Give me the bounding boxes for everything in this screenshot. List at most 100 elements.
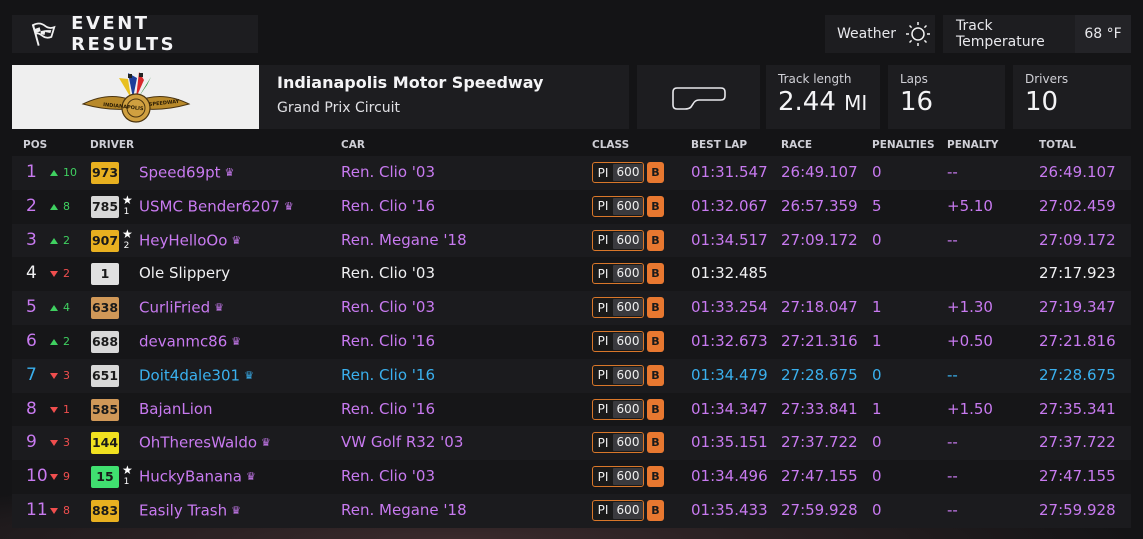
table-row[interactable]: 7 3 651 Doit4dale301 ♛ Ren. Clio '16 PI 600 B 01:… — [12, 358, 1131, 393]
driver-name[interactable]: Easily Trash ♛ — [139, 494, 241, 528]
column-race: RACE — [781, 139, 813, 151]
race-time: 27:18.047 — [781, 298, 858, 317]
penalties-count: 0 — [872, 467, 882, 486]
best-lap: 01:33.254 — [691, 298, 768, 317]
race-time: 27:28.675 — [781, 365, 858, 384]
total-time: 27:35.341 — [1039, 399, 1116, 418]
position-change: 2 — [50, 224, 70, 258]
driver-name[interactable]: Speed69pt ♛ — [139, 156, 234, 190]
car-name: Ren. Clio '16 — [341, 365, 435, 384]
driver-name[interactable]: USMC Bender6207 ♛ — [139, 190, 294, 224]
car-name: Ren. Megane '18 — [341, 230, 467, 249]
driver-name[interactable]: BajanLion — [139, 399, 213, 418]
crown-icon: ♛ — [231, 334, 242, 348]
penalty-time: +1.30 — [947, 298, 993, 317]
results-table-header: POS DRIVER CAR CLASS BEST LAP RACE PENAL… — [12, 136, 1131, 154]
table-row[interactable]: 9 3 144 OhTheresWaldo ♛ VW Golf R32 '03 PI 600 B… — [12, 426, 1131, 461]
crown-icon: ♛ — [244, 368, 254, 382]
position-change: 8 — [50, 494, 70, 528]
position-change: 4 — [50, 291, 70, 325]
track-logo: INDIANAPOLIS SPEEDWAY — [12, 65, 259, 129]
position-change: 10 — [50, 156, 77, 190]
driver-name[interactable]: Doit4dale301 ♛ — [139, 359, 254, 393]
penalty-time: -- — [947, 163, 958, 181]
driver-name[interactable]: HeyHelloOo ♛ — [139, 224, 241, 258]
position: 10 — [26, 466, 48, 487]
penalties-count: 1 — [872, 399, 882, 418]
driver-rating-badge: 688 — [91, 330, 119, 353]
position-change: 3 — [50, 359, 70, 393]
driver-name[interactable]: devanmc86 ♛ — [139, 325, 241, 359]
crown-icon: ♛ — [261, 436, 271, 450]
race-time: 26:57.359 — [781, 196, 858, 215]
race-time: 27:09.172 — [781, 230, 858, 249]
column-penalties: PENALTIES — [872, 139, 935, 151]
title-bar: EVENT RESULTS — [12, 13, 258, 55]
position-change: 2 — [50, 325, 70, 359]
total-time: 27:37.722 — [1039, 433, 1116, 452]
arrow-down-icon — [50, 372, 58, 379]
best-lap: 01:32.485 — [691, 264, 768, 283]
crown-icon: ♛ — [231, 233, 242, 247]
arrow-down-icon — [50, 406, 58, 413]
column-class: CLASS — [592, 139, 630, 151]
car-name: VW Golf R32 '03 — [341, 433, 464, 452]
penalty-time: +5.10 — [947, 196, 993, 215]
driver-name[interactable]: CurliFried ♛ — [139, 291, 224, 325]
car-name: Ren. Clio '16 — [341, 196, 435, 215]
table-row[interactable]: 6 2 688 devanmc86 ♛ Ren. Clio '16 PI 600 B 01:32.… — [12, 324, 1131, 359]
race-time: 27:37.722 — [781, 433, 858, 452]
table-row[interactable]: 11 8 883 Easily Trash ♛ Ren. Megane '18 PI 600 B… — [12, 493, 1131, 528]
column-car: CAR — [341, 139, 365, 151]
table-row[interactable]: 5 4 638 CurliFried ♛ Ren. Clio '03 PI 600 B 01:33… — [12, 291, 1131, 325]
driver-rating-badge: 15 — [91, 466, 119, 489]
best-lap: 01:35.433 — [691, 500, 768, 519]
race-time: 27:59.928 — [781, 500, 858, 519]
penalty-time: +1.50 — [947, 399, 993, 418]
position: 5 — [26, 297, 37, 318]
column-penalty: PENALTY — [947, 139, 999, 151]
driver-rating-badge: 144 — [91, 432, 119, 455]
driver-rating-badge: 585 — [91, 398, 119, 421]
track-temperature-value: 68 °F — [1075, 15, 1131, 53]
table-row[interactable]: 1 10 973 Speed69pt ♛ Ren. Clio '03 PI 600 B 01:31… — [12, 156, 1131, 190]
drivers-value: 10 — [1025, 87, 1059, 117]
table-row[interactable]: 10 9 15 ★ 1 HuckyBanana ♛ Ren. Clio '03 PI 600 B 01… — [12, 460, 1131, 494]
table-row[interactable]: 8 1 585 BajanLion Ren. Clio '16 PI 600 B 01:34.3… — [12, 392, 1131, 427]
star-rank: ★ 1 — [122, 463, 133, 488]
penalties-count: 1 — [872, 298, 882, 317]
table-row[interactable]: 4 2 1 Ole Slippery Ren. Clio '03 PI 600 B 01:32.… — [12, 257, 1131, 292]
driver-name[interactable]: HuckyBanana ♛ — [139, 460, 256, 494]
driver-rating-badge: 883 — [91, 499, 119, 522]
crown-icon: ♛ — [231, 503, 241, 517]
driver-name[interactable]: OhTheresWaldo ♛ — [139, 426, 271, 460]
best-lap: 01:34.479 — [691, 365, 768, 384]
position: 8 — [26, 398, 37, 419]
weather-label: Weather — [837, 26, 896, 42]
total-time: 27:21.816 — [1039, 331, 1116, 350]
car-name: Ren. Clio '03 — [341, 467, 435, 486]
best-lap: 01:34.496 — [691, 467, 768, 486]
table-row[interactable]: 3 2 907 ★ 2 HeyHelloOo ♛ Ren. Megane '18 PI 600 B 0… — [12, 223, 1131, 258]
column-total: TOTAL — [1039, 139, 1077, 151]
driver-rating-badge: 907 — [91, 229, 119, 252]
position: 4 — [26, 263, 37, 284]
driver-rating-badge: 638 — [91, 297, 119, 320]
track-name: Indianapolis Motor Speedway — [277, 73, 544, 92]
best-lap: 01:35.151 — [691, 433, 768, 452]
track-layout: Grand Prix Circuit — [277, 100, 401, 116]
race-time: 27:21.316 — [781, 331, 858, 350]
table-row[interactable]: 2 8 785 ★ 1 USMC Bender6207 ♛ Ren. Clio '16 PI 60… — [12, 189, 1131, 224]
position-change: 8 — [50, 190, 70, 224]
arrow-down-icon — [50, 474, 58, 481]
car-name: Ren. Megane '18 — [341, 500, 467, 519]
position-change: 9 — [50, 460, 70, 494]
driver-name[interactable]: Ole Slippery — [139, 264, 231, 283]
arrow-up-icon — [50, 203, 58, 210]
arrow-down-icon — [50, 440, 58, 447]
position-change: 3 — [50, 426, 70, 460]
car-name: Ren. Clio '03 — [341, 163, 435, 181]
penalty-time: -- — [947, 500, 958, 519]
arrow-up-icon — [50, 305, 58, 312]
car-name: Ren. Clio '16 — [341, 399, 435, 418]
